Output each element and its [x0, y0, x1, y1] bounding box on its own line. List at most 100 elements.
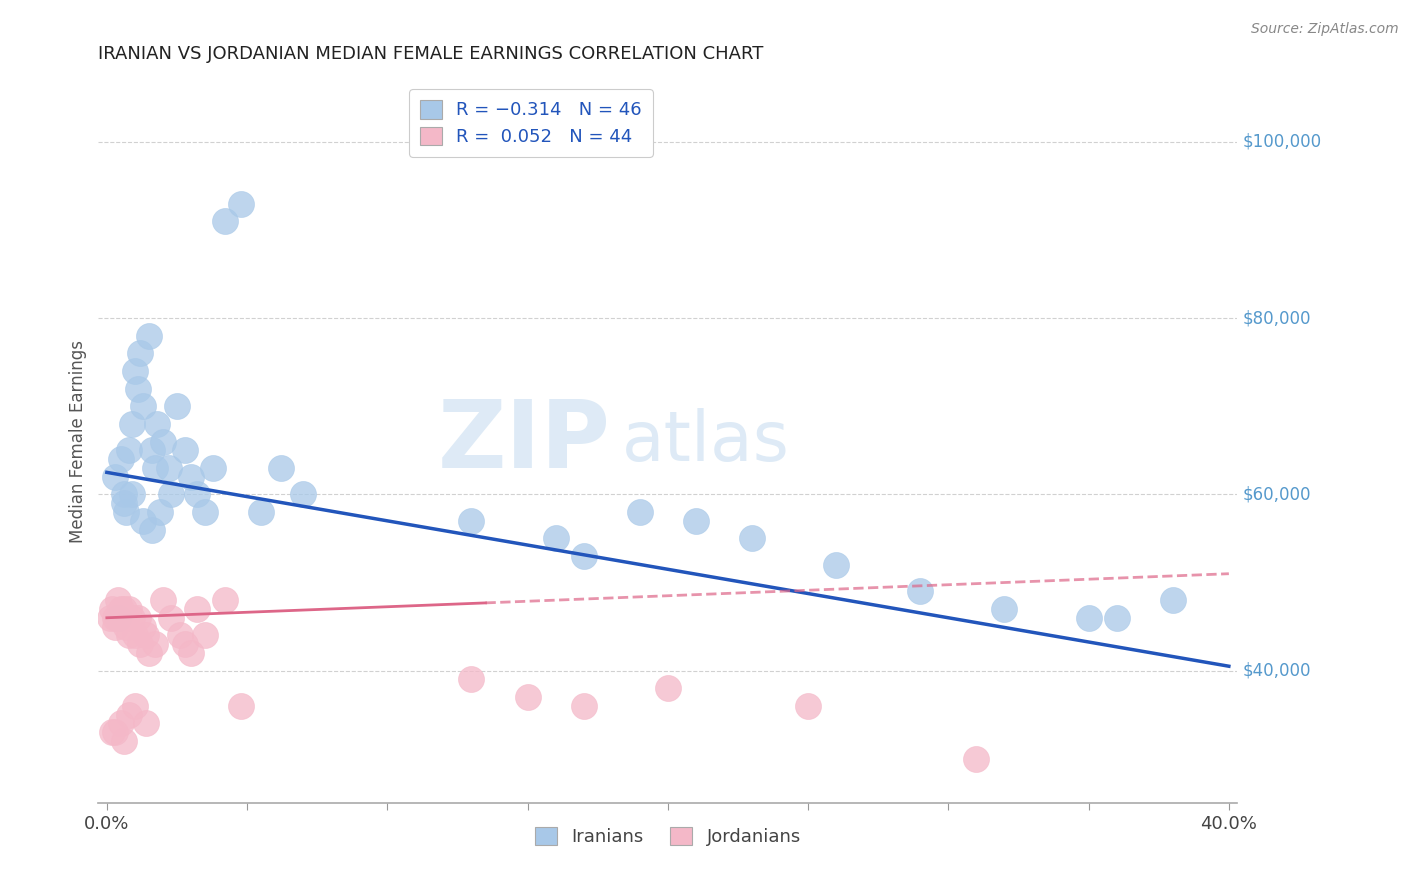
Point — [685, 514, 707, 528]
Text: Source: ZipAtlas.com: Source: ZipAtlas.com — [1251, 22, 1399, 37]
Point — [101, 725, 124, 739]
Point — [143, 637, 166, 651]
Point — [460, 673, 482, 687]
Point — [174, 637, 197, 651]
Point — [180, 470, 202, 484]
Point — [1161, 593, 1184, 607]
Point — [149, 505, 172, 519]
Point — [101, 602, 124, 616]
Text: $80,000: $80,000 — [1243, 310, 1312, 327]
Point — [104, 611, 127, 625]
Point — [135, 716, 157, 731]
Point — [231, 196, 253, 211]
Point — [110, 452, 132, 467]
Point — [135, 628, 157, 642]
Point — [124, 698, 146, 713]
Point — [186, 487, 208, 501]
Legend: Iranians, Jordanians: Iranians, Jordanians — [526, 818, 810, 855]
Point — [169, 628, 191, 642]
Point — [965, 752, 987, 766]
Point — [107, 611, 129, 625]
Point — [124, 628, 146, 642]
Text: atlas: atlas — [623, 408, 790, 475]
Point — [628, 505, 651, 519]
Point — [910, 584, 932, 599]
Point — [127, 611, 149, 625]
Point — [657, 681, 679, 696]
Text: $40,000: $40,000 — [1243, 662, 1312, 680]
Point — [118, 628, 141, 642]
Point — [129, 346, 152, 360]
Point — [118, 602, 141, 616]
Point — [104, 725, 127, 739]
Point — [797, 698, 820, 713]
Point — [124, 364, 146, 378]
Point — [112, 496, 135, 510]
Point — [110, 611, 132, 625]
Point — [104, 619, 127, 633]
Point — [104, 470, 127, 484]
Point — [166, 399, 188, 413]
Text: $100,000: $100,000 — [1243, 133, 1322, 151]
Point — [98, 611, 121, 625]
Point — [118, 443, 141, 458]
Point — [112, 487, 135, 501]
Point — [572, 698, 595, 713]
Point — [127, 382, 149, 396]
Point — [146, 417, 169, 431]
Text: ZIP: ZIP — [439, 395, 612, 488]
Point — [214, 214, 236, 228]
Point — [132, 399, 155, 413]
Point — [115, 611, 138, 625]
Point — [138, 328, 160, 343]
Point — [741, 532, 763, 546]
Point — [112, 734, 135, 748]
Point — [544, 532, 567, 546]
Point — [152, 593, 174, 607]
Point — [460, 514, 482, 528]
Point — [186, 602, 208, 616]
Point — [152, 434, 174, 449]
Point — [194, 628, 217, 642]
Point — [107, 611, 129, 625]
Point — [825, 558, 848, 572]
Point — [107, 593, 129, 607]
Point — [572, 549, 595, 563]
Point — [118, 707, 141, 722]
Text: $60,000: $60,000 — [1243, 485, 1312, 503]
Point — [214, 593, 236, 607]
Point — [129, 637, 152, 651]
Point — [250, 505, 273, 519]
Point — [993, 602, 1015, 616]
Point — [132, 619, 155, 633]
Point — [1105, 611, 1128, 625]
Point — [160, 487, 183, 501]
Point — [112, 611, 135, 625]
Point — [194, 505, 217, 519]
Point — [202, 461, 225, 475]
Point — [141, 443, 163, 458]
Point — [143, 461, 166, 475]
Point — [270, 461, 292, 475]
Point — [141, 523, 163, 537]
Point — [516, 690, 538, 704]
Point — [121, 417, 143, 431]
Point — [115, 505, 138, 519]
Point — [138, 646, 160, 660]
Point — [160, 611, 183, 625]
Point — [157, 461, 180, 475]
Point — [110, 716, 132, 731]
Point — [1077, 611, 1099, 625]
Point — [121, 487, 143, 501]
Text: IRANIAN VS JORDANIAN MEDIAN FEMALE EARNINGS CORRELATION CHART: IRANIAN VS JORDANIAN MEDIAN FEMALE EARNI… — [98, 45, 763, 63]
Point — [231, 698, 253, 713]
Point — [115, 619, 138, 633]
Point — [121, 611, 143, 625]
Point — [110, 602, 132, 616]
Point — [292, 487, 315, 501]
Point — [112, 602, 135, 616]
Point — [174, 443, 197, 458]
Y-axis label: Median Female Earnings: Median Female Earnings — [69, 340, 87, 543]
Point — [180, 646, 202, 660]
Point — [132, 514, 155, 528]
